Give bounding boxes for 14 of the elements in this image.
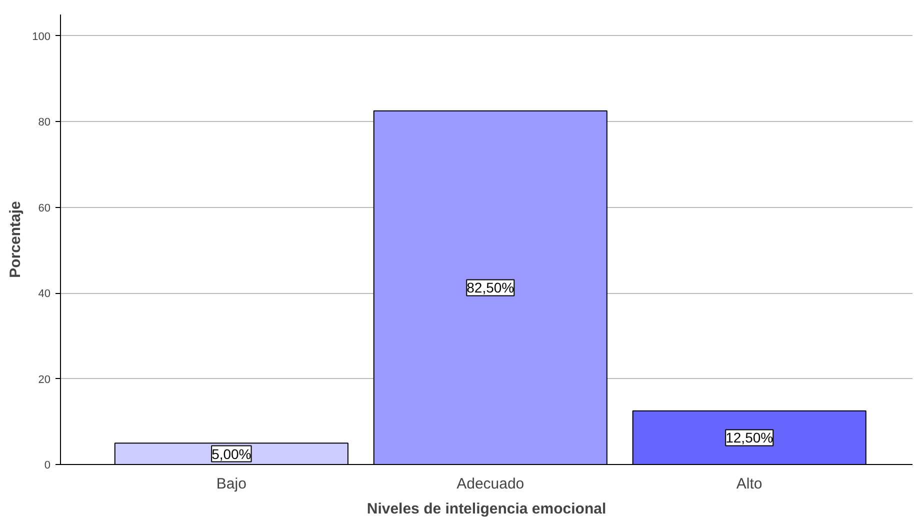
y-axis-title: Porcentaje	[7, 201, 24, 278]
y-tick-label: 20	[38, 374, 51, 386]
y-tick-label: 40	[38, 288, 51, 300]
x-axis-title: Niveles de inteligencia emocional	[366, 500, 606, 518]
y-tick-label: 100	[32, 30, 51, 43]
data-label: 5,00%	[212, 446, 252, 462]
x-tick-label: Bajo	[216, 476, 246, 492]
data-label: 12,50%	[726, 430, 774, 446]
x-tick-label: Adecuado	[456, 476, 524, 492]
y-tick-label: 60	[38, 202, 51, 214]
data-label: 82,50%	[466, 280, 514, 296]
y-tick-label: 0	[44, 460, 51, 472]
x-tick-label: Alto	[736, 476, 762, 492]
y-tick-label: 80	[38, 116, 51, 129]
